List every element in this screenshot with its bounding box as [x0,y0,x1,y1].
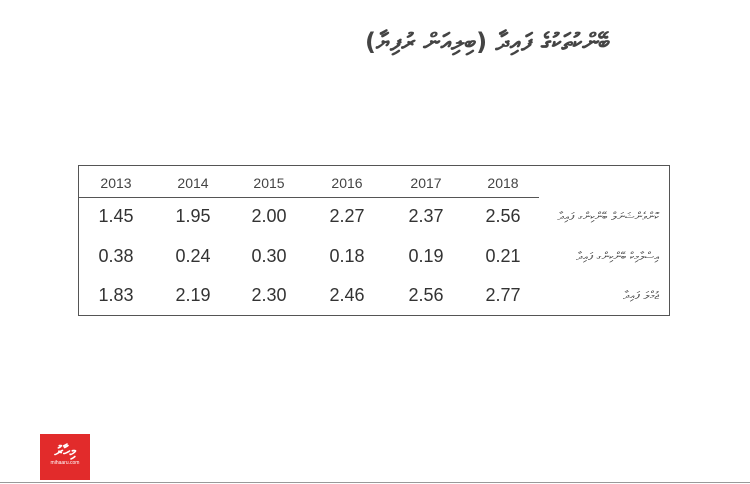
cell-value: 0.38 [98,246,134,266]
cell-value: 0.24 [175,246,211,266]
row-label: ކޮންވެންޝަނަލް ބޭންކިންގ ފައިދާ [557,210,659,223]
cell-value: 2.56 [408,285,444,305]
column-header: 2014 [177,175,209,191]
cell-value: 2.00 [251,206,287,226]
header-rule [79,197,539,198]
cell-value: 1.83 [98,285,134,305]
column-header: 2013 [100,175,132,191]
cell-value: 2.30 [251,285,287,305]
cell-value: 2.56 [485,206,521,226]
cell-value: 2.27 [329,206,365,226]
cell-value: 0.21 [485,246,521,266]
cell-value: 0.30 [251,246,287,266]
cell-value: 2.46 [329,285,365,305]
column-header: 2017 [410,175,442,191]
cell-value: 1.45 [98,206,134,226]
table: 2013 2014 2015 2016 2017 2018 ކޮންވެންޝަނަލް ބ… [78,165,670,316]
column-header: 2016 [331,175,363,191]
logo-name: މިހާރު [54,442,76,460]
column-header: 2015 [253,175,285,191]
cell-value: 0.18 [329,246,365,266]
cell-value: 2.19 [175,285,211,305]
title: ބޭންކުތަކުގެ ފައިދާ (ބިލިއަން ރުފިޔާ) [364,28,610,56]
row-label: ޖުމްލަ ފައިދާ [622,289,659,302]
cell-value: 2.77 [485,285,521,305]
logo-url: mihaaru.com [50,460,80,466]
cell-value: 2.37 [408,206,444,226]
row-label: އިސްލާމިކް ބޭންކިންގ ފައިދާ [576,250,659,263]
bottom-rule [0,482,750,483]
cell-value: 1.95 [175,206,211,226]
column-header: 2018 [487,175,519,191]
logo: މިހާރު mihaaru.com [40,434,90,480]
cell-value: 0.19 [408,246,444,266]
